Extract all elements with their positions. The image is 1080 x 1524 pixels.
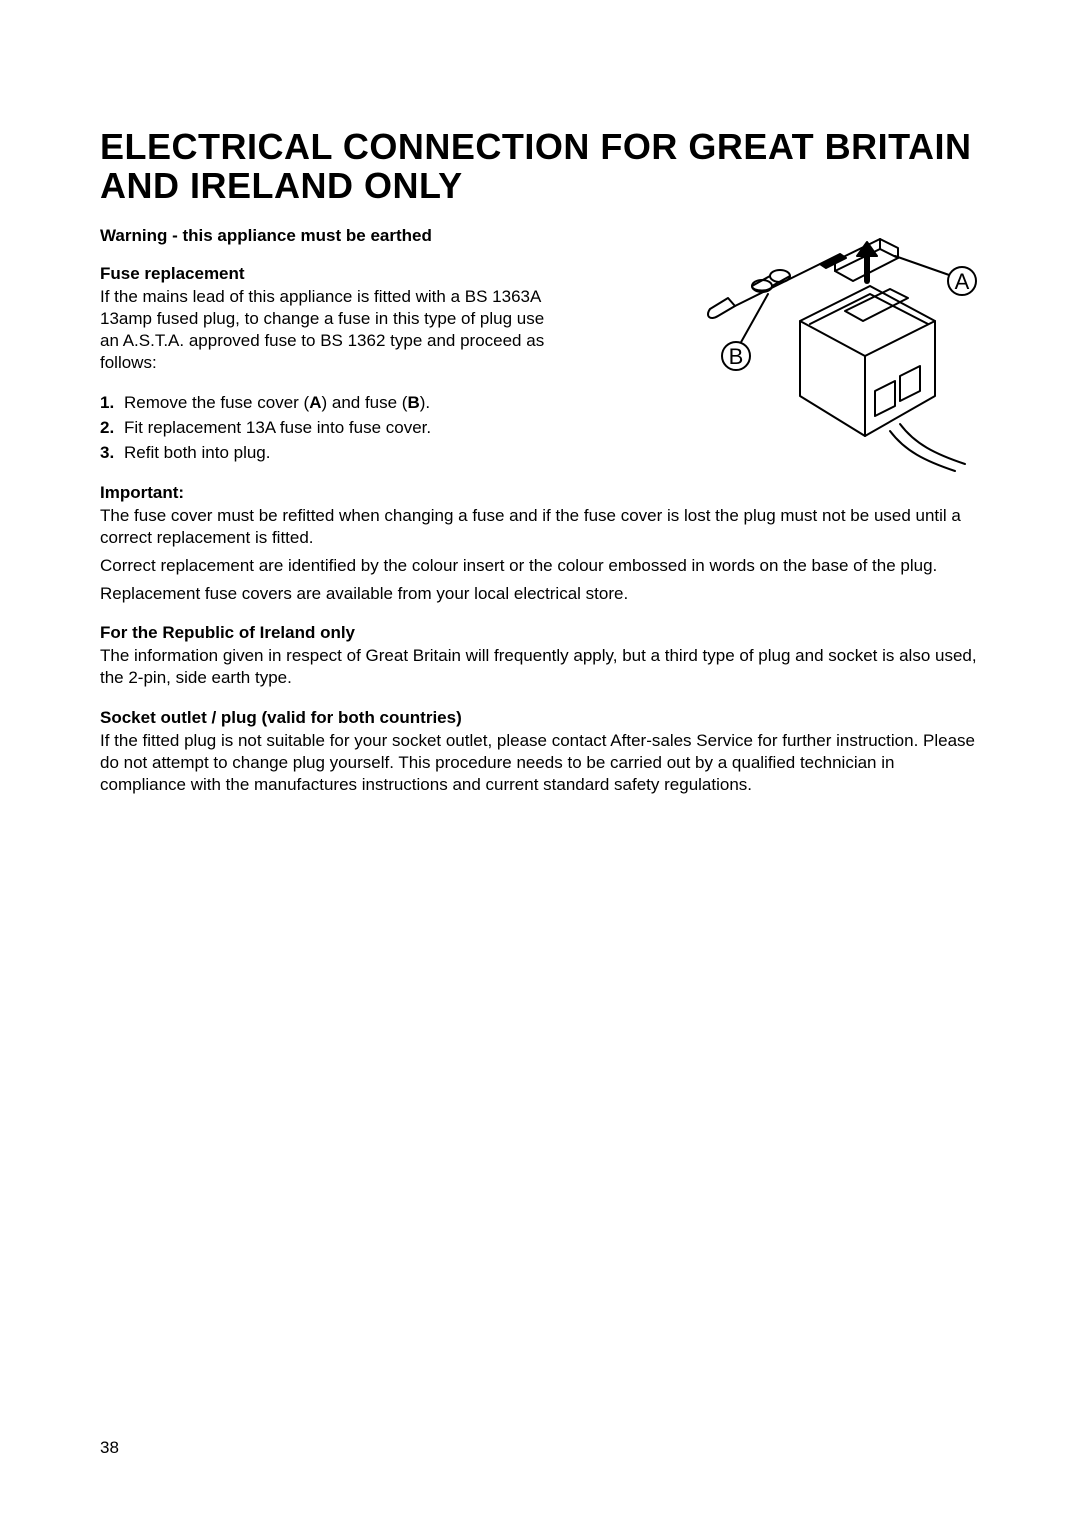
step-number: 3. — [100, 442, 114, 465]
ireland-body: The information given in respect of Grea… — [100, 645, 980, 689]
step-text: Fit replacement 13A fuse into fuse cover… — [124, 418, 431, 437]
diagram-label-a: A — [955, 269, 970, 294]
steps-list: 1. Remove the fuse cover (A) and fuse (B… — [100, 392, 560, 465]
important-p3: Replacement fuse covers are available fr… — [100, 583, 980, 605]
socket-body: If the fitted plug is not suitable for y… — [100, 730, 980, 796]
step-text: Refit both into plug. — [124, 443, 270, 462]
page-number: 38 — [100, 1438, 119, 1458]
important-p2: Correct replacement are identified by th… — [100, 555, 980, 577]
ireland-heading: For the Republic of Ireland only — [100, 623, 980, 643]
step-text: Remove the fuse cover (A) and fuse (B). — [124, 393, 430, 412]
warning-heading: Warning - this appliance must be earthed — [100, 226, 560, 246]
fuse-body: If the mains lead of this appliance is f… — [100, 286, 560, 374]
diagram-label-b: B — [729, 344, 744, 369]
page-title: ELECTRICAL CONNECTION FOR GREAT BRITAIN … — [100, 128, 980, 206]
step-number: 2. — [100, 417, 114, 440]
fuse-heading: Fuse replacement — [100, 264, 560, 284]
plug-diagram: A B — [690, 226, 980, 476]
important-heading: Important: — [100, 483, 980, 503]
important-p1: The fuse cover must be refitted when cha… — [100, 505, 980, 549]
step-number: 1. — [100, 392, 114, 415]
socket-heading: Socket outlet / plug (valid for both cou… — [100, 708, 980, 728]
list-item: 3. Refit both into plug. — [100, 442, 560, 465]
list-item: 1. Remove the fuse cover (A) and fuse (B… — [100, 392, 560, 415]
list-item: 2. Fit replacement 13A fuse into fuse co… — [100, 417, 560, 440]
